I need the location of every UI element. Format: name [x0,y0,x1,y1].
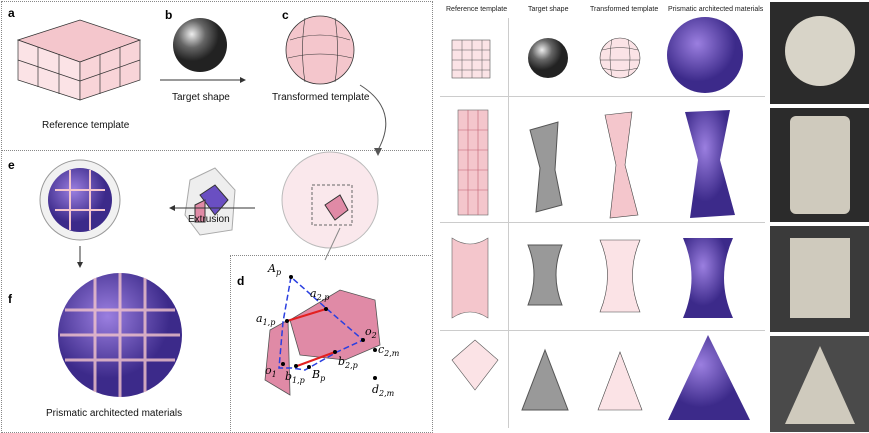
caption-target-shape: Target shape [172,92,230,103]
label-b1p: b1,p [285,370,305,386]
table-divider [508,18,509,428]
photo-sphere [770,2,869,104]
label-a2p: a2,p [310,287,330,303]
label-Ap: Ap [268,262,282,278]
caption-extrusion: Extrusion [188,214,230,225]
label-o2: o2 [365,325,377,341]
label-c2m: c2,m [378,343,400,359]
reference-template-box [16,19,142,101]
photo-hyperboloid [770,226,869,332]
label-b2p: b2,p [338,355,358,371]
row-divider [440,96,765,97]
panel-label-f: f [8,292,12,306]
label-o1: o1 [265,364,277,380]
panel-label-c: c [282,8,289,22]
target-sphere [173,18,227,72]
caption-transformed-template: Transformed template [272,92,370,103]
panel-label-a: a [8,6,15,20]
header-target-shape: Target shape [528,6,569,13]
panel-label-b: b [165,8,173,22]
divider [230,255,431,256]
photo-cone [770,336,869,432]
caption-prismatic-materials: Prismatic architected materials [46,408,183,419]
label-Bp: Bp [312,368,326,384]
left-figure [16,15,387,397]
header-reference-template: Reference template [446,6,508,13]
row-divider [440,330,765,331]
photo-twisted [770,108,869,222]
header-prismatic-materials: Prismatic architected materials [668,6,764,13]
right-figure [451,17,750,420]
label-d2m: d2,m [372,383,395,399]
transformed-sphere [285,15,355,85]
panel-label-d: d [237,274,245,288]
divider [230,255,231,431]
caption-reference-template: Reference template [42,120,130,131]
divider [1,150,431,151]
row-divider [440,222,765,223]
panel-label-e: e [8,158,15,172]
label-a1p: a1,p [256,312,276,328]
header-transformed-template: Transformed template [590,6,659,13]
